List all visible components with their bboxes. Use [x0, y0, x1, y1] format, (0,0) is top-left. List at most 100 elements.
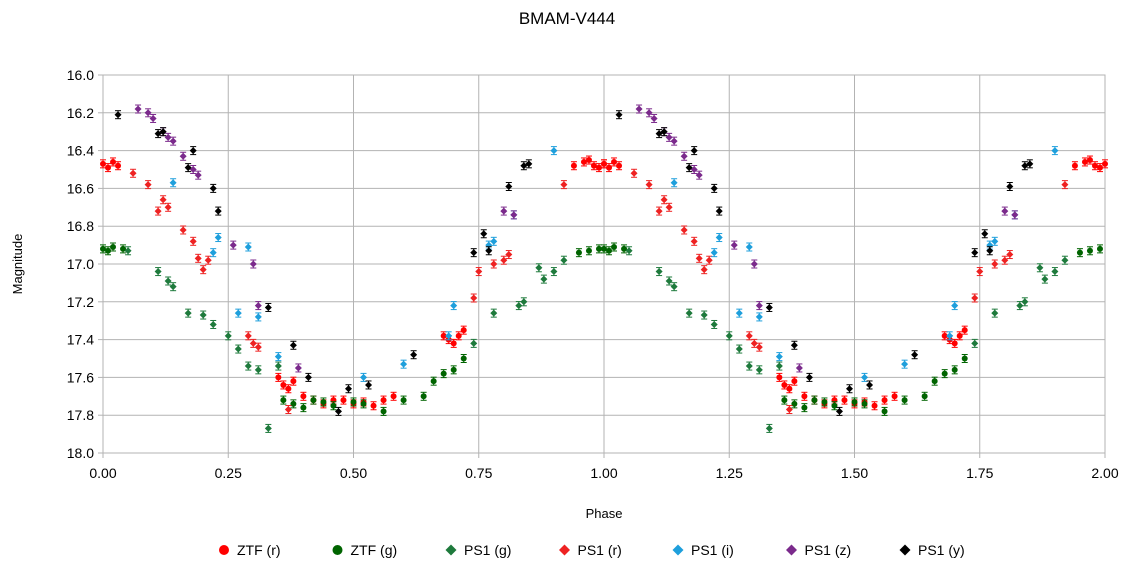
data-point [134, 105, 142, 113]
data-point [105, 164, 112, 171]
data-point [179, 152, 187, 160]
data-point [490, 309, 498, 317]
data-point [450, 366, 457, 373]
data-point [164, 203, 172, 211]
data-point [280, 381, 287, 388]
data-point [871, 402, 878, 409]
data-point [254, 302, 262, 310]
data-point [360, 373, 368, 381]
data-point [1096, 245, 1103, 252]
data-point [590, 162, 597, 169]
data-point [861, 373, 869, 381]
data-point [289, 341, 297, 349]
data-point [611, 158, 618, 165]
data-point [450, 302, 458, 310]
data-point [901, 360, 909, 368]
data-point [715, 207, 723, 215]
data-point [304, 373, 312, 381]
legend-label: PS1 (z) [805, 542, 852, 558]
data-point [1076, 249, 1083, 256]
y-tick-label: 16.2 [67, 105, 94, 121]
data-point [110, 243, 117, 250]
data-point [550, 147, 558, 155]
data-point [821, 398, 828, 405]
data-point [976, 268, 984, 276]
data-point [755, 302, 763, 310]
data-point [199, 311, 207, 319]
data-point [154, 207, 162, 215]
data-point [294, 364, 302, 372]
data-point [570, 162, 577, 169]
data-point [244, 362, 252, 370]
data-point [1041, 275, 1049, 283]
data-point [775, 353, 783, 361]
data-point [660, 128, 668, 136]
data-point [280, 397, 287, 404]
data-point [420, 393, 427, 400]
x-axis-label: Phase [586, 506, 623, 521]
data-point [786, 385, 793, 392]
data-point [209, 320, 217, 328]
data-point [164, 133, 172, 141]
data-point [705, 256, 713, 264]
data-point [670, 283, 678, 291]
y-tick-label: 17.0 [67, 256, 94, 272]
data-point [601, 245, 607, 252]
data-point [274, 353, 282, 361]
x-tick-label: 1.75 [966, 465, 993, 481]
data-point [330, 402, 337, 409]
data-point [154, 268, 162, 276]
data-point [601, 160, 607, 167]
data-point [445, 332, 453, 340]
data-point [214, 234, 222, 242]
data-point [690, 237, 698, 245]
data-point [490, 260, 498, 268]
x-tick-label: 1.25 [716, 465, 743, 481]
legend-marker [899, 544, 911, 556]
data-point [1091, 162, 1098, 169]
data-point [606, 164, 613, 171]
x-tick-label: 0.50 [340, 465, 367, 481]
y-tick-label: 16.4 [67, 143, 94, 159]
legend-item: PS1 (y) [899, 542, 965, 558]
data-point [585, 247, 592, 254]
x-tick-label: 2.00 [1091, 465, 1118, 481]
data-point [946, 332, 954, 340]
data-point [795, 364, 803, 372]
legend: ZTF (r) ZTF (g) PS1 (g) PS1 (r) PS1 (i) PS1 (… [219, 542, 965, 558]
data-point [390, 393, 397, 400]
data-point [585, 157, 592, 164]
data-point [750, 339, 758, 347]
data-point [159, 196, 167, 204]
y-tick-label: 17.4 [67, 332, 94, 348]
data-point [1026, 160, 1034, 168]
data-point [500, 256, 508, 264]
x-tick-label: 0.75 [465, 465, 492, 481]
data-point [209, 184, 217, 192]
y-tick-label: 17.6 [67, 369, 94, 385]
data-point [866, 381, 874, 389]
data-point [550, 268, 558, 276]
y-tick-label: 16.8 [67, 218, 94, 234]
series-ps1-i [169, 146, 1059, 382]
data-point [765, 424, 773, 432]
data-point [615, 111, 623, 119]
data-point [214, 207, 222, 215]
data-point [680, 152, 688, 160]
data-point [775, 362, 783, 370]
data-point [300, 393, 307, 400]
y-axis-label: Magnitude [10, 234, 25, 295]
data-point [710, 320, 718, 328]
series-ps1-y [114, 110, 1034, 416]
data-point [1021, 298, 1029, 306]
data-point [370, 402, 377, 409]
data-point [515, 302, 523, 310]
data-point [710, 184, 718, 192]
data-point [234, 309, 242, 317]
data-point [290, 378, 297, 385]
data-point [204, 256, 212, 264]
data-point [535, 264, 543, 272]
data-point [1036, 264, 1044, 272]
data-point [194, 254, 202, 262]
data-point [184, 164, 192, 172]
